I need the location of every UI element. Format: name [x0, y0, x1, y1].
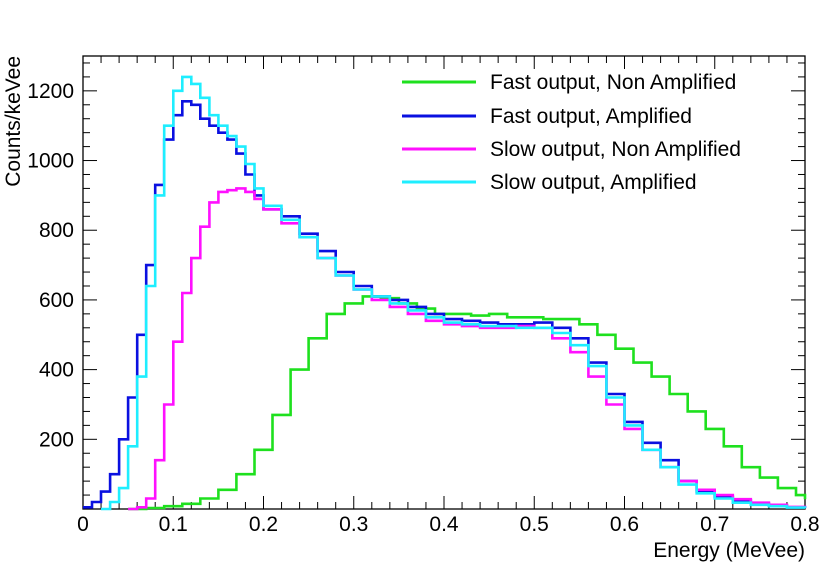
legend: Fast output, Non Amplified Fast output, …: [402, 71, 741, 194]
x-tick-label: 0.3: [339, 513, 368, 536]
y-tick-label: 800: [39, 219, 74, 242]
x-tick-label: 0.1: [159, 513, 188, 536]
series-line-3: [101, 75, 807, 511]
y-tick-label: 1200: [27, 80, 74, 103]
y-tick-label: 1000: [27, 150, 74, 173]
x-tick-label: 0.8: [790, 513, 819, 536]
x-tick-label: 0.4: [429, 513, 459, 536]
legend-label-2: Slow output, Non Amplified: [490, 138, 741, 161]
legend-label-3: Slow output, Amplified: [490, 171, 697, 194]
plot-series: [83, 75, 807, 511]
x-tick-label: 0.7: [700, 513, 729, 536]
x-tick-label: 0.5: [520, 513, 549, 536]
x-tick-labels: 0 0.1 0.2 0.3 0.4 0.5 0.6 0.7 0.8: [77, 513, 819, 536]
y-tick-labels: 200 400 600 800 1000 1200: [27, 80, 74, 451]
legend-label-0: Fast output, Non Amplified: [490, 71, 736, 94]
y-tick-label: 200: [39, 428, 74, 451]
y-tick-label: 600: [39, 289, 74, 312]
legend-label-1: Fast output, Amplified: [490, 105, 692, 128]
x-tick-label: 0.2: [249, 513, 278, 536]
y-axis-label: Counts/keVee: [2, 56, 25, 187]
x-axis-label: Energy (MeVee): [653, 539, 805, 562]
x-tick-label: 0: [77, 513, 89, 536]
plot-frame: [82, 55, 806, 510]
y-tick-label: 400: [39, 359, 74, 382]
series-line-0: [128, 295, 807, 511]
x-tick-label: 0.6: [610, 513, 639, 536]
